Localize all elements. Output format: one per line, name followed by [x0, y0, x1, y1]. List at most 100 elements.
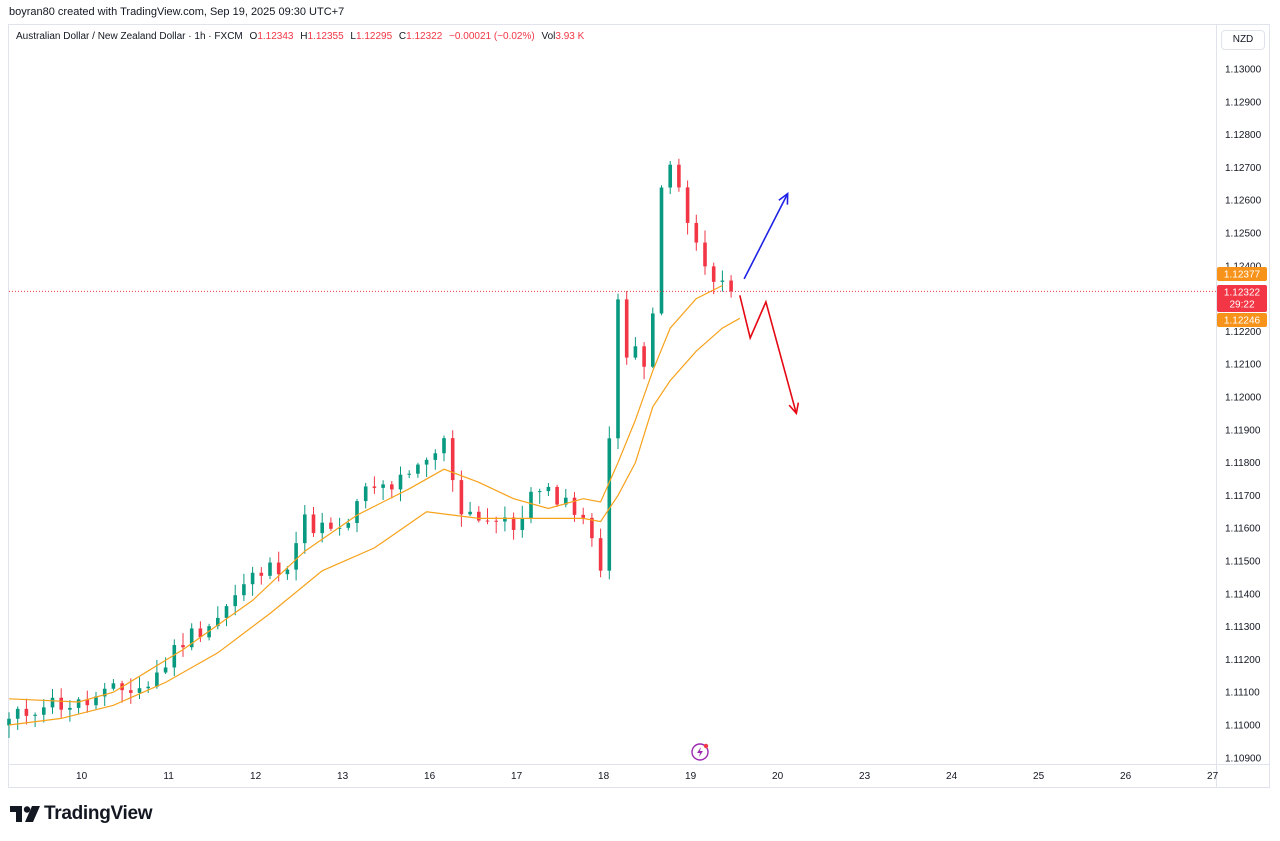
candle-body	[76, 699, 81, 708]
candle-body	[572, 497, 577, 515]
price-axis-tick: 1.11500	[1225, 557, 1261, 568]
candle-body	[668, 164, 672, 188]
price-axis-tick: 1.11100	[1225, 688, 1260, 699]
price-axis-tick: 1.12900	[1225, 97, 1262, 108]
candle-body	[503, 517, 507, 522]
blue-arrow-head	[778, 192, 789, 205]
price-axis-tick: 1.12600	[1225, 196, 1262, 207]
candle-body	[433, 453, 438, 460]
candle-body	[381, 484, 385, 488]
candle-body	[703, 242, 707, 267]
price-axis-tick: 1.11000	[1225, 721, 1261, 732]
lower-price-label-text: 1.12246	[1224, 316, 1261, 327]
candle-body	[720, 280, 725, 282]
time-axis-tick: 20	[772, 771, 784, 782]
price-axis-tick: 1.11800	[1225, 458, 1261, 469]
candle-body	[390, 484, 394, 490]
price-axis-tick: 1.11600	[1225, 524, 1261, 535]
candle-body	[363, 486, 368, 502]
price-axis-tick: 1.11300	[1225, 622, 1261, 633]
candle-body	[276, 562, 281, 575]
candle-body	[398, 474, 403, 490]
candle-body	[42, 707, 46, 715]
open-value: 1.12343	[257, 31, 294, 42]
candle-body	[651, 313, 655, 367]
time-axis-tick: 24	[946, 771, 958, 782]
upper-price-label-bg	[1217, 267, 1267, 281]
candle-body	[607, 438, 612, 571]
close-value: 1.12322	[406, 31, 443, 42]
candle-body	[659, 187, 664, 314]
candle-body	[24, 708, 29, 716]
candle-body	[511, 517, 516, 530]
candle-body	[468, 511, 472, 515]
candle-body	[189, 628, 194, 648]
candle-body	[477, 511, 481, 521]
candle-body	[303, 514, 307, 544]
current-price-label-text: 1.12322	[1224, 288, 1261, 299]
current-price-label-text: 29:22	[1229, 300, 1254, 311]
candle-body	[677, 164, 681, 188]
blue-arrow-line	[743, 193, 789, 280]
candle-body	[172, 645, 177, 668]
candle-body	[102, 688, 107, 697]
candle-body	[294, 543, 298, 570]
candle-body	[224, 606, 229, 618]
candle-body	[320, 522, 324, 534]
price-axis-tick: 1.11200	[1225, 655, 1261, 666]
price-axis-tick: 1.12800	[1225, 130, 1262, 141]
candle-body	[94, 696, 98, 706]
candle-body	[50, 697, 55, 708]
currency-button[interactable]: NZD	[1221, 30, 1265, 50]
candle-body	[581, 514, 585, 518]
moving-average-line	[8, 284, 723, 703]
candle-body	[181, 645, 185, 648]
candle-body	[355, 501, 359, 524]
candle-body	[729, 280, 733, 292]
candle-body	[711, 266, 716, 282]
price-axis-tick: 1.11900	[1225, 425, 1261, 436]
candle-body	[546, 486, 551, 492]
candle-body	[259, 572, 264, 576]
candle-body	[163, 667, 168, 673]
candle-body	[146, 686, 150, 689]
price-axis-tick: 1.12500	[1225, 229, 1262, 240]
candle-body	[68, 707, 72, 710]
candle-body	[494, 520, 498, 522]
logo-text: TradingView	[44, 803, 153, 824]
candle-body	[537, 491, 542, 493]
candle-body	[85, 699, 90, 706]
symbol-name[interactable]: Australian Dollar / New Zealand Dollar ·…	[16, 31, 243, 42]
candle-body	[59, 697, 63, 710]
candle-body	[33, 714, 37, 716]
moving-average-line	[8, 317, 741, 726]
candle-body	[311, 514, 316, 534]
lower-price-label-bg	[1217, 313, 1267, 327]
candle-body	[485, 520, 490, 522]
low-label: L	[350, 31, 356, 42]
high-label: H	[300, 31, 308, 42]
price-axis-tick: 1.12700	[1225, 163, 1262, 174]
candle-body	[216, 617, 220, 627]
candle-body	[555, 486, 559, 505]
symbol-legend[interactable]: Australian Dollar / New Zealand Dollar ·…	[16, 31, 584, 42]
time-axis-tick: 17	[511, 771, 523, 782]
candle-body	[520, 518, 525, 530]
candle-body	[250, 572, 255, 585]
time-axis-tick: 10	[76, 771, 88, 782]
candle-body	[598, 538, 603, 571]
price-axis-tick: 1.11400	[1225, 589, 1261, 600]
candle-body	[442, 438, 446, 454]
candle-body	[15, 708, 20, 719]
time-axis-tick: 11	[163, 771, 174, 782]
chart-frame	[8, 24, 1270, 788]
tradingview-logo-icon	[10, 806, 40, 822]
candle-body	[685, 187, 690, 223]
current-price-label-bg	[1217, 285, 1267, 312]
candle-body	[155, 672, 159, 687]
tradingview-logo[interactable]: TradingView	[10, 803, 153, 825]
time-axis-tick: 18	[598, 771, 610, 782]
upper-price-label-text: 1.12377	[1224, 270, 1261, 281]
open-label: O	[249, 31, 258, 42]
